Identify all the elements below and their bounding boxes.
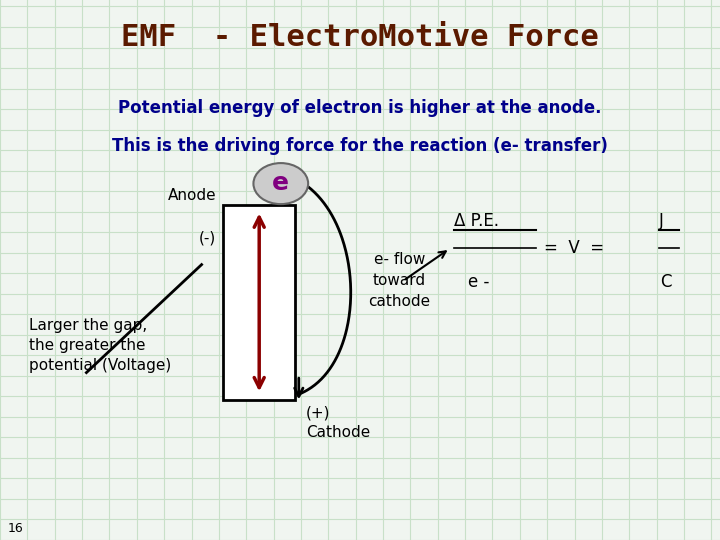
Text: Larger the gap,
the greater the
potential (Voltage): Larger the gap, the greater the potentia… [29, 318, 171, 373]
Text: Δ P.E.: Δ P.E. [454, 212, 498, 230]
Text: 16: 16 [7, 522, 23, 535]
Text: This is the driving force for the reaction (e- transfer): This is the driving force for the reacti… [112, 137, 608, 155]
Text: (+)
Cathode: (+) Cathode [306, 405, 370, 440]
Text: (-): (-) [199, 230, 216, 245]
Text: e -: e - [468, 273, 490, 291]
Text: Potential energy of electron is higher at the anode.: Potential energy of electron is higher a… [118, 99, 602, 117]
Text: EMF  - ElectroMotive Force: EMF - ElectroMotive Force [121, 23, 599, 52]
Text: J: J [659, 212, 664, 230]
FancyBboxPatch shape [223, 205, 295, 400]
Circle shape [253, 163, 308, 204]
Text: e- flow
toward
cathode: e- flow toward cathode [369, 252, 431, 309]
Text: Anode: Anode [167, 187, 216, 202]
Text: C: C [660, 273, 672, 291]
Text: =  V  =: = V = [544, 239, 604, 258]
Text: e: e [272, 171, 289, 194]
